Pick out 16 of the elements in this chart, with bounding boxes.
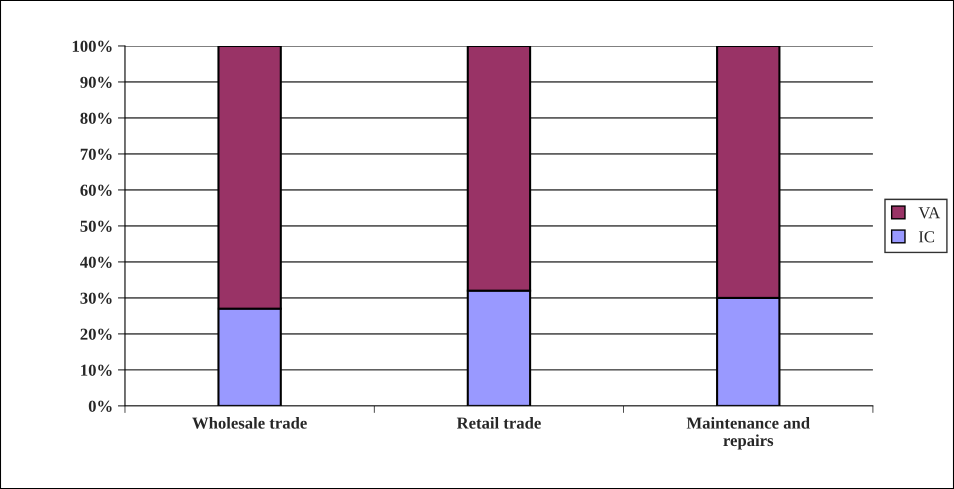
- legend-label: VA: [918, 207, 940, 218]
- y-tick-label: 20%: [80, 328, 112, 340]
- y-tick-label: 90%: [80, 76, 112, 88]
- y-tick-label: 60%: [80, 184, 112, 196]
- x-tick-label: Retail trade: [456, 416, 541, 429]
- y-tick-label: 50%: [80, 220, 112, 232]
- y-tick-label: 0%: [88, 400, 112, 412]
- y-tick-label: 10%: [81, 364, 112, 376]
- y-tick-label: 100%: [72, 40, 112, 52]
- y-tick-label: 80%: [80, 112, 112, 124]
- y-tick-label: 40%: [80, 256, 112, 268]
- y-tick-label: 30%: [80, 292, 112, 304]
- x-tick-label: Maintenance and repairs: [686, 416, 810, 450]
- y-tick-label: 70%: [80, 148, 112, 160]
- legend-label: IC: [918, 231, 934, 242]
- x-tick-label: Wholesale trade: [192, 416, 307, 429]
